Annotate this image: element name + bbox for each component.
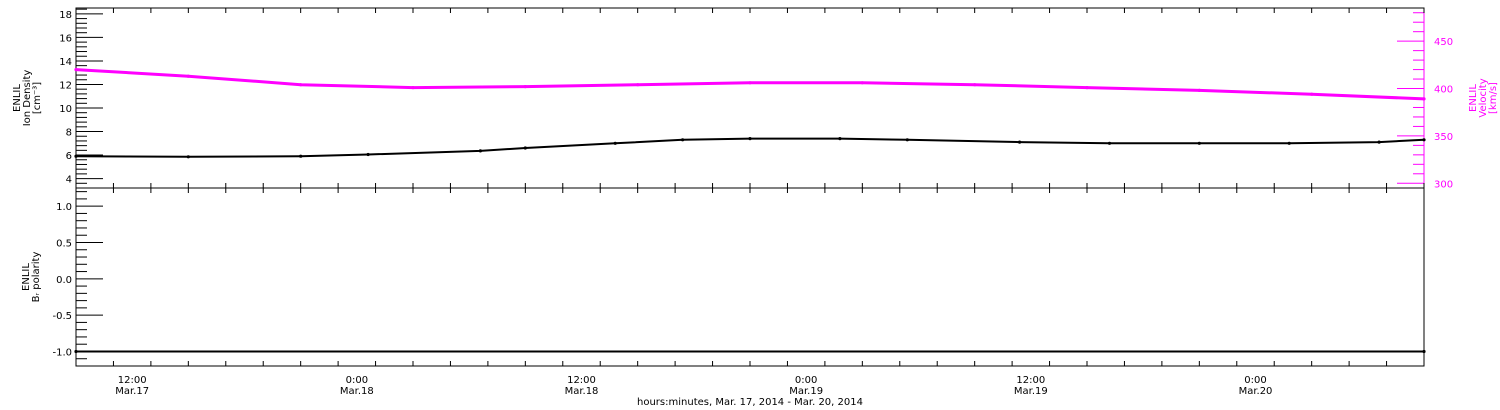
bottom-panel-frame: [75, 187, 1425, 367]
velocity-point: [1310, 92, 1314, 96]
y-tick-label: 10: [59, 104, 72, 115]
bottom-panel-series: [74, 349, 1426, 354]
y-tick-label: -1.0: [52, 347, 72, 358]
y-tick-label: 0.0: [56, 275, 72, 286]
velocity-point: [1197, 88, 1201, 92]
density-point: [1197, 141, 1201, 145]
x-tick-date-label: Mar.20: [1239, 386, 1273, 397]
x-tick-time-label: 12:00: [1016, 375, 1045, 386]
density-point: [613, 141, 617, 145]
y-tick-label: 350: [1434, 132, 1453, 143]
density-point: [366, 152, 370, 157]
polarity-axis-ticks: -1.0 -0.5 0.0 0.5 1.0: [52, 191, 103, 360]
density-point: [299, 154, 303, 158]
x-tick-date-label: Mar.19: [789, 386, 823, 397]
x-tick-date-label: Mar.17: [115, 386, 149, 397]
density-point: [1107, 141, 1112, 145]
density-line: [75, 137, 1425, 158]
density-point: [748, 137, 752, 141]
x-tick-time-label: 12:00: [567, 375, 596, 386]
x-tick-date-label: Mar.19: [1014, 386, 1048, 397]
time-axis-label: hours:minutes, Mar. 17, 2014 - Mar. 20, …: [637, 397, 863, 408]
y-tick-label: 1.0: [56, 202, 72, 213]
density-point: [681, 138, 685, 142]
axis-label-line: [cm⁻³]: [32, 82, 43, 114]
br-polarity-panel: -1.0 -0.5 0.0 0.5 1.0 ENLILBᵣ polarity: [21, 187, 1426, 367]
density-point: [186, 155, 190, 159]
density-axis-label: ENLILIon Density[cm⁻³]: [12, 70, 43, 127]
density-point: [74, 154, 78, 158]
y-tick-label: 300: [1434, 179, 1453, 190]
y-tick-label: 6: [66, 151, 72, 162]
axis-label-line: Ion Density: [22, 70, 33, 127]
x-tick-time-label: 0:00: [346, 375, 368, 386]
velocity-point: [748, 81, 752, 85]
axis-label-line: Velocity: [1478, 78, 1489, 117]
density-point: [478, 149, 482, 153]
top-panel-series: [74, 68, 1426, 159]
density-point: [905, 138, 909, 142]
y-tick-label: 450: [1434, 37, 1453, 48]
y-tick-label: 4: [66, 175, 72, 186]
y-tick-label: 18: [59, 10, 72, 21]
velocity-point: [973, 83, 977, 87]
time-axis: 12:00Mar.170:00Mar.1812:00Mar.180:00Mar.…: [75, 8, 1425, 397]
density-point: [1377, 140, 1381, 144]
bz-point: [1422, 349, 1426, 354]
velocity-point: [299, 83, 303, 87]
axis-label-line: ENLIL: [21, 263, 32, 291]
velocity-point: [860, 81, 864, 85]
y-tick-label: 12: [59, 80, 72, 91]
bz-point: [74, 349, 78, 354]
y-tick-label: -0.5: [52, 311, 72, 322]
polarity-axis-label: ENLILBᵣ polarity: [21, 252, 42, 303]
velocity-axis-label: ENLILVelocity[km/s]: [1468, 78, 1499, 117]
velocity-point: [186, 74, 190, 78]
velocity-point: [1085, 86, 1089, 90]
density-point: [1287, 141, 1291, 145]
y-tick-label: 14: [59, 57, 72, 68]
velocity-point: [74, 68, 78, 72]
x-tick-date-label: Mar.18: [565, 386, 599, 397]
density-axis-ticks: 4 6 8 10 12 14 16 18: [59, 8, 103, 189]
y-tick-label: 0.5: [56, 238, 72, 249]
y-tick-label: 8: [66, 128, 72, 139]
y-tick-label: 16: [59, 33, 72, 44]
x-tick-date-label: Mar.18: [340, 386, 374, 397]
density-point: [1422, 138, 1426, 142]
velocity-point: [1422, 97, 1426, 101]
density-point: [838, 137, 842, 141]
axis-label-line: Bᵣ polarity: [31, 252, 42, 303]
velocity-point: [636, 83, 640, 87]
velocity-point: [411, 86, 415, 90]
axis-label-line: [km/s]: [1488, 82, 1499, 114]
density-point: [523, 146, 527, 150]
x-tick-time-label: 0:00: [1244, 375, 1266, 386]
top-panel-frame: [75, 7, 1425, 189]
density-point: [1018, 140, 1022, 144]
x-tick-time-label: 0:00: [795, 375, 817, 386]
velocity-point: [523, 85, 527, 89]
x-tick-time-label: 12:00: [118, 375, 147, 386]
axis-label-line: ENLIL: [1468, 84, 1479, 112]
axis-label-line: ENLIL: [12, 84, 23, 112]
y-tick-label: 400: [1434, 85, 1453, 96]
